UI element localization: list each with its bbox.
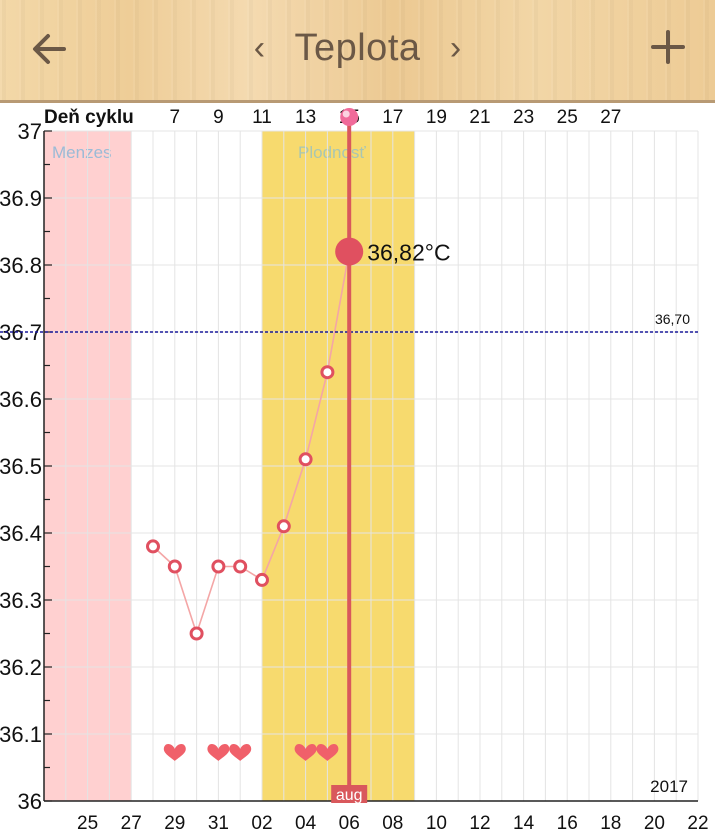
y-tick-label: 36.8 (0, 253, 42, 278)
date-tick-label: 14 (513, 813, 535, 831)
data-point[interactable] (167, 559, 182, 574)
period-label: Menzes (52, 143, 112, 162)
cycle-tick-label: 21 (469, 107, 490, 128)
date-tick-label: 08 (382, 813, 403, 831)
temperature-chart[interactable]: Menzes Plodnosť 3736.936.836.736.636.536.… (0, 103, 715, 831)
chevron-left-icon[interactable]: ‹ (253, 28, 266, 67)
heart-icon (294, 744, 317, 761)
date-tick-label: 22 (687, 813, 708, 831)
heart-icon (316, 744, 339, 761)
selected-day-marker[interactable] (340, 108, 359, 126)
date-tick-label: 20 (644, 813, 665, 831)
cycle-tick-label: 27 (600, 107, 621, 128)
cycle-tick-label: 25 (557, 107, 578, 128)
y-tick-label: 36.6 (0, 387, 42, 412)
cycle-axis-label: Deň cyklu (44, 107, 134, 128)
y-tick-label: 36.5 (0, 454, 42, 479)
selected-value-label: 36,82°C (367, 240, 450, 266)
temperature-line (152, 251, 350, 637)
cycle-tick-label: 9 (213, 107, 224, 128)
page-title: Teplota (294, 26, 421, 69)
chevron-right-icon[interactable]: › (449, 28, 462, 67)
data-point[interactable] (211, 559, 226, 574)
plus-icon[interactable] (650, 29, 686, 65)
month-label: aug (336, 787, 363, 804)
data-point[interactable] (255, 572, 269, 587)
date-tick-label: 02 (251, 813, 272, 831)
year-label: 2017 (650, 777, 688, 796)
coverline-label: 36,70 (655, 311, 690, 327)
period-label: Plodnosť (298, 143, 366, 162)
month-badge (331, 785, 368, 803)
date-tick-label: 25 (77, 813, 98, 831)
date-tick-label: 31 (208, 813, 229, 831)
data-point[interactable] (298, 452, 313, 467)
y-tick-label: 36.3 (0, 588, 42, 613)
y-tick-label: 36.2 (0, 655, 42, 680)
date-tick-label: 12 (469, 813, 490, 831)
date-tick-label: 06 (339, 813, 360, 831)
y-tick-label: 36.9 (0, 186, 42, 211)
heart-icon (163, 744, 186, 761)
cycle-tick-label: 17 (382, 107, 403, 128)
cycle-tick-label: 11 (252, 107, 272, 128)
date-tick-label: 04 (295, 813, 317, 831)
title-bar: ‹ Teplota › (230, 22, 485, 74)
heart-icon (207, 744, 230, 761)
y-tick-label: 36 (18, 789, 42, 814)
selected-data-point[interactable] (335, 237, 364, 266)
date-tick-label: 10 (426, 813, 447, 831)
date-tick-label: 18 (600, 813, 621, 831)
data-point[interactable] (276, 519, 291, 534)
marker-highlight (342, 110, 350, 118)
cycle-tick-label: 13 (295, 107, 316, 128)
arrow-left-icon[interactable] (30, 30, 68, 68)
date-tick-label: 27 (121, 813, 142, 831)
date-tick-label: 29 (164, 813, 185, 831)
y-tick-label: 36.4 (0, 521, 42, 546)
date-tick-label: 16 (557, 813, 578, 831)
y-tick-label: 37 (18, 119, 42, 144)
app-header: ‹ Teplota › (0, 0, 715, 103)
data-point[interactable] (189, 626, 204, 641)
heart-icon (229, 744, 252, 761)
data-point[interactable] (146, 539, 160, 554)
cycle-tick-label: 7 (170, 107, 181, 128)
cycle-tick-label: 19 (426, 107, 447, 128)
cycle-tick-label: 23 (513, 107, 534, 128)
data-point[interactable] (320, 365, 335, 380)
y-tick-label: 36.1 (0, 722, 42, 747)
data-point[interactable] (233, 559, 248, 574)
